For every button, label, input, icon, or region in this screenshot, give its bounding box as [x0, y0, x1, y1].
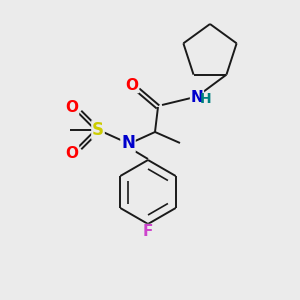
Text: N: N	[121, 134, 135, 152]
Text: F: F	[143, 224, 153, 239]
Text: H: H	[200, 92, 212, 106]
Text: O: O	[65, 146, 79, 160]
Text: S: S	[92, 121, 104, 139]
Text: O: O	[125, 77, 139, 92]
Text: O: O	[65, 100, 79, 115]
Text: N: N	[190, 91, 203, 106]
